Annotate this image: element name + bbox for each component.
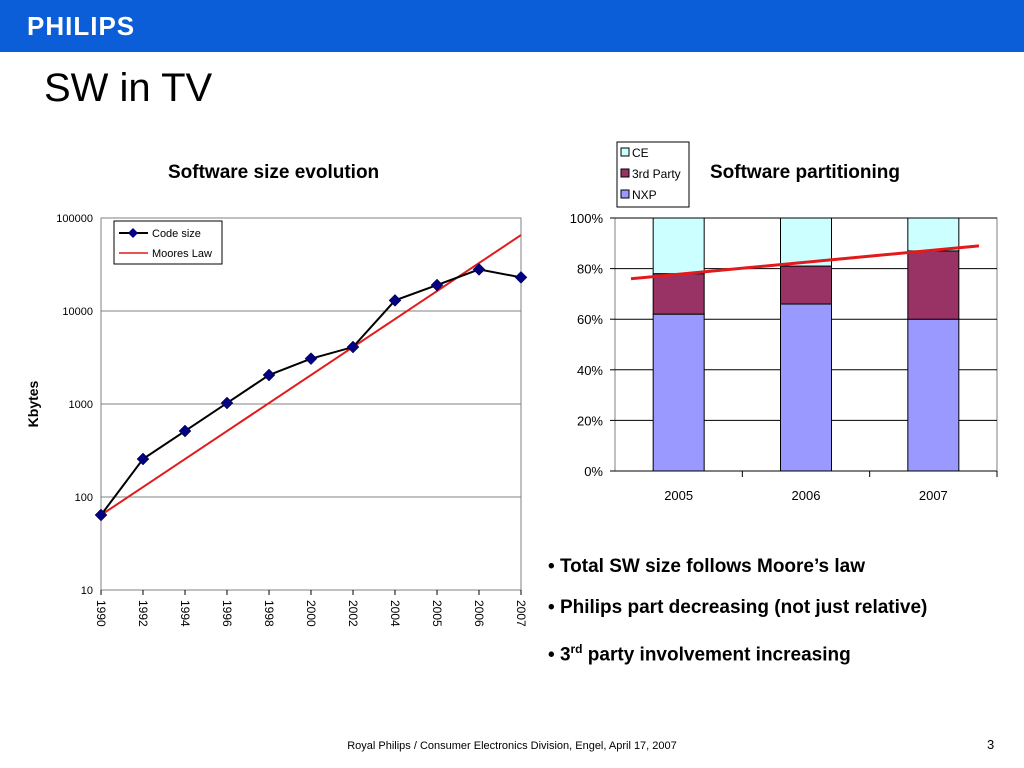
code-size-marker bbox=[178, 424, 192, 438]
bar-segment-3rd-party bbox=[907, 250, 960, 320]
legend-code-size-marker bbox=[128, 228, 138, 238]
bullet-item: • Philips part decreasing (not just rela… bbox=[548, 597, 928, 618]
x-tick-label: 2007 bbox=[919, 488, 948, 503]
x-tick-label: 1990 bbox=[94, 600, 108, 627]
bullet-item: • Total SW size follows Moore’s law bbox=[548, 556, 866, 577]
x-tick-label: 1992 bbox=[136, 600, 150, 627]
footer-text: Royal Philips / Consumer Electronics Div… bbox=[347, 740, 677, 752]
y-tick-label: 40% bbox=[577, 363, 603, 378]
bullet-superscript: rd bbox=[570, 642, 583, 656]
legend-swatch bbox=[620, 147, 630, 157]
bar-segment-ce bbox=[907, 217, 960, 252]
y-tick-label: 100000 bbox=[56, 213, 93, 225]
code-size-marker bbox=[94, 508, 108, 522]
bar-segment-3rd-party bbox=[780, 265, 832, 305]
y-tick-label: 60% bbox=[577, 312, 603, 327]
code-size-marker bbox=[514, 271, 528, 284]
y-tick-label: 0% bbox=[584, 464, 603, 479]
code-size-marker bbox=[220, 396, 234, 410]
trend-line bbox=[630, 244, 980, 281]
code-size-marker bbox=[346, 340, 360, 354]
page-number: 3 bbox=[987, 737, 995, 752]
x-tick-label: 1996 bbox=[220, 600, 234, 627]
bullet-item: • 3rd party involvement increasing bbox=[548, 642, 851, 666]
left-chart-title: Software size evolution bbox=[168, 162, 380, 183]
x-tick-label: 1994 bbox=[178, 600, 192, 627]
x-tick-label: 2004 bbox=[388, 600, 402, 627]
bar-segment-nxp bbox=[907, 318, 960, 472]
bar-segment-nxp bbox=[652, 313, 705, 472]
bullet-text: party involvement increasing bbox=[582, 644, 851, 666]
code-size-marker bbox=[136, 452, 150, 466]
y-tick-label: 1000 bbox=[69, 399, 93, 411]
bar-segment-ce bbox=[780, 217, 832, 267]
slide-title: SW in TV bbox=[44, 66, 213, 110]
bar-segment-ce bbox=[652, 217, 705, 275]
legend-label: CE bbox=[632, 146, 649, 160]
y-tick-label: 100% bbox=[570, 211, 604, 226]
moores-law-line bbox=[100, 234, 522, 516]
x-tick-label: 1998 bbox=[262, 600, 276, 627]
code-size-marker bbox=[262, 368, 276, 382]
x-tick-label: 2000 bbox=[304, 600, 318, 627]
x-tick-label: 2005 bbox=[664, 488, 693, 503]
bullet-text: Total SW size follows Moore’s law bbox=[559, 556, 866, 577]
left-legend-box bbox=[113, 220, 223, 265]
legend-swatch bbox=[620, 168, 630, 178]
y-axis-label: Kbytes bbox=[25, 380, 41, 427]
x-tick-label: 2006 bbox=[472, 600, 486, 627]
x-tick-label: 2006 bbox=[792, 488, 821, 503]
y-tick-label: 10000 bbox=[62, 306, 93, 318]
philips-logo: PHILIPS bbox=[27, 11, 136, 41]
x-tick-label: 2005 bbox=[430, 600, 444, 627]
legend-label: NXP bbox=[632, 188, 657, 202]
y-tick-label: 80% bbox=[577, 262, 603, 277]
y-tick-label: 100 bbox=[75, 492, 93, 504]
code-size-marker bbox=[388, 294, 402, 307]
legend-code-size-label: Code size bbox=[152, 228, 201, 240]
legend-label: 3rd Party bbox=[632, 167, 681, 181]
code-size-marker bbox=[304, 352, 318, 366]
bar-segment-3rd-party bbox=[652, 273, 705, 315]
bullet-text: Philips part decreasing (not just relati… bbox=[559, 597, 928, 618]
legend-moores-law-label: Moores Law bbox=[152, 248, 212, 260]
y-tick-label: 10 bbox=[81, 585, 93, 597]
x-tick-label: 2002 bbox=[346, 600, 360, 627]
code-size-marker bbox=[472, 263, 486, 276]
bullet-list: • Total SW size follows Moore’s law • Ph… bbox=[548, 556, 927, 679]
header-bar: PHILIPS bbox=[0, 0, 1024, 52]
legend-swatch bbox=[620, 189, 630, 199]
x-tick-label: 2007 bbox=[514, 600, 528, 627]
right-chart-title: Software partitioning bbox=[710, 162, 900, 183]
bar-segment-nxp bbox=[780, 303, 832, 472]
code-size-marker bbox=[430, 278, 444, 292]
y-tick-label: 20% bbox=[577, 413, 603, 428]
bullet-prefix: 3 bbox=[559, 644, 571, 666]
